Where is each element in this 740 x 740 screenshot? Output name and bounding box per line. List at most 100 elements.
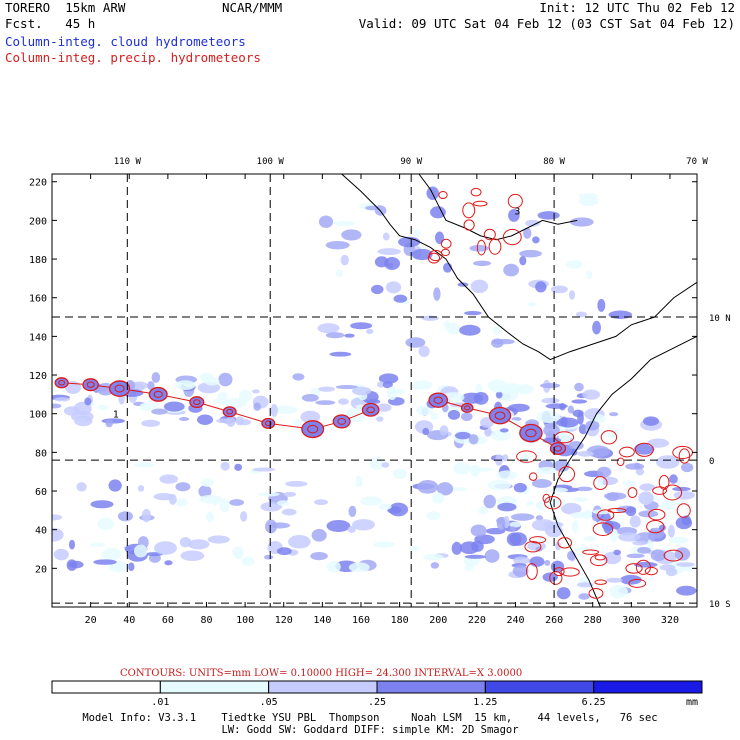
cloud-fill-blob bbox=[487, 479, 511, 491]
cloud-fill-blob bbox=[576, 582, 594, 588]
cloud-fill-blob bbox=[568, 290, 576, 300]
cloud-fill-blob bbox=[586, 270, 593, 280]
precip-cell bbox=[460, 402, 474, 413]
cloud-fill-blob bbox=[571, 399, 588, 404]
cloud-fill-blob bbox=[672, 486, 691, 492]
cloud-fill-blob bbox=[634, 442, 655, 455]
cloud-fill-blob bbox=[573, 497, 589, 502]
cloud-fill-blob bbox=[665, 567, 678, 577]
lat-label: 10 N bbox=[709, 314, 731, 324]
cloud-fill-blob bbox=[491, 338, 504, 348]
cloud-fill-blob bbox=[178, 416, 190, 422]
cloud-fill-blob bbox=[430, 206, 446, 219]
y-tick-label: 80 bbox=[35, 448, 47, 459]
cloud-fill-blob bbox=[569, 217, 594, 227]
cloud-fill-blob bbox=[97, 404, 110, 410]
cloud-fill-blob bbox=[373, 541, 396, 548]
colorbar-segment bbox=[268, 680, 378, 694]
precip-contour-south bbox=[625, 563, 643, 574]
cloud-fill-blob bbox=[164, 560, 173, 566]
cloud-fill-blob bbox=[509, 521, 522, 528]
precip-contour-south bbox=[594, 579, 607, 585]
cloud-fill-blob bbox=[550, 560, 565, 573]
cloud-fill-blob bbox=[204, 377, 220, 386]
cloud-fill-blob bbox=[508, 208, 520, 222]
coastline-caribbean bbox=[418, 174, 578, 241]
cloud-fill-blob bbox=[426, 511, 441, 521]
cloud-fill-blob bbox=[536, 466, 558, 475]
cloud-fill-blob bbox=[575, 486, 593, 492]
colorbar-segment bbox=[376, 680, 486, 694]
cloud-fill-blob bbox=[318, 215, 334, 228]
cloud-fill-blob bbox=[577, 450, 594, 457]
cloud-fill-blob bbox=[642, 416, 660, 426]
precip-contour-south bbox=[557, 537, 573, 549]
x-tick-label: 280 bbox=[584, 615, 602, 626]
cloud-fill-blob bbox=[134, 544, 148, 558]
cloud-fill-blob bbox=[54, 397, 71, 402]
cloud-fill-blob bbox=[681, 515, 692, 526]
y-tick-label: 60 bbox=[35, 487, 47, 498]
cloud-fill-blob bbox=[531, 478, 552, 488]
cloud-fill-blob bbox=[499, 383, 523, 394]
y-tick-label: 40 bbox=[35, 526, 47, 537]
precip-cell bbox=[301, 420, 325, 439]
cloud-fill-blob bbox=[288, 535, 311, 549]
precip-contour-north bbox=[472, 200, 488, 207]
coastline-layer bbox=[341, 174, 697, 607]
cloud-fill-blob bbox=[461, 412, 473, 422]
cloud-fill-blob bbox=[84, 397, 92, 406]
cloud-fill-blob bbox=[197, 414, 214, 425]
precip-contour-south bbox=[619, 446, 635, 458]
cloud-fill-blob bbox=[430, 412, 439, 420]
cloud-fill-blob bbox=[154, 541, 177, 555]
y-tick-label: 20 bbox=[35, 564, 47, 575]
cloud-fill-blob bbox=[176, 498, 188, 507]
cloud-fill-blob bbox=[510, 513, 535, 521]
precip-cell-inner bbox=[226, 409, 234, 415]
cloud-fill-blob bbox=[219, 498, 230, 513]
precip-contour-north bbox=[463, 219, 475, 231]
cloud-fill-blob bbox=[497, 502, 517, 512]
precip-contour-south bbox=[648, 508, 666, 521]
cloud-fill-blob bbox=[405, 337, 426, 348]
forecast-hour: Fcst. 45 h bbox=[5, 16, 96, 31]
cloud-fill-blob bbox=[575, 311, 587, 318]
cloud-fill-blob bbox=[513, 556, 530, 565]
y-tick-label: 180 bbox=[29, 255, 47, 266]
legend-cloud: Column-integ. cloud hydrometeors bbox=[5, 34, 246, 49]
colorbar: .01 .05 .25 1.25 6.25 mm bbox=[51, 680, 703, 708]
cloud-fill-blob bbox=[597, 298, 606, 312]
cloud-fill-blob bbox=[326, 560, 341, 573]
precip-contour-south bbox=[658, 474, 670, 490]
precip-contour-south bbox=[676, 503, 691, 518]
precip-contour-south bbox=[554, 431, 575, 444]
precip-cell-inner bbox=[264, 420, 272, 427]
x-tick-label: 80 bbox=[200, 615, 212, 626]
colorbar-segment bbox=[51, 680, 161, 694]
cloud-fill-blob bbox=[459, 324, 481, 336]
precip-contour-north bbox=[462, 202, 476, 219]
cloud-fill-blob bbox=[163, 401, 185, 412]
precip-cell bbox=[222, 406, 237, 418]
cloud-fill-blob bbox=[355, 475, 363, 488]
cloud-fill-blob bbox=[512, 564, 529, 578]
cloud-fill-blob bbox=[490, 385, 508, 393]
valid-time: Valid: 09 UTC Sat 04 Feb 12 (03 CST Sat … bbox=[358, 16, 735, 31]
cloud-fill-blob bbox=[433, 287, 441, 301]
cloud-fill-blob bbox=[117, 511, 133, 522]
cloud-fill-blob bbox=[352, 519, 375, 531]
cloud-fill-blob bbox=[139, 402, 159, 412]
cloud-fill-blob bbox=[635, 467, 645, 476]
cloud-fill-blob bbox=[609, 412, 619, 417]
precip-cell bbox=[428, 392, 449, 408]
cloud-fill-blob bbox=[270, 404, 278, 417]
cloud-fill-blob bbox=[240, 511, 248, 522]
cloud-fill-blob bbox=[105, 419, 113, 428]
precip-cell bbox=[148, 386, 168, 402]
cloud-fill-blob bbox=[382, 381, 393, 389]
x-tick-label: 40 bbox=[123, 615, 135, 626]
cloud-fill-blob bbox=[409, 545, 420, 552]
precip-contour-north bbox=[440, 248, 450, 257]
precip-contour-south bbox=[663, 549, 684, 562]
